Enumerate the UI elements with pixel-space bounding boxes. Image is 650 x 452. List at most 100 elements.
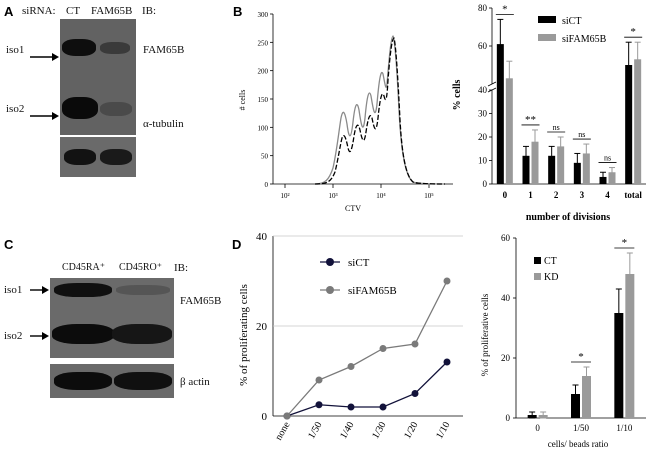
legend-label-sict: siCT [562, 16, 581, 27]
divisions-bar-chart: 0 10 20 30 40 60 80 0 * 1 ** 2 ns 3 ns 4 ns total * % cell… [452, 3, 646, 223]
legend-swatch-sifam65b [538, 34, 556, 41]
ratio-x-label: cells/ beads ratio [548, 439, 609, 449]
line-ytick-label: 40 [256, 231, 268, 243]
div-ytick-label: 30 [478, 109, 488, 119]
flow-ytick-label: 250 [258, 39, 269, 47]
div-significance: * [502, 3, 508, 15]
ratio-bar-CT [614, 313, 624, 418]
line-legend-sict: siCT [348, 257, 370, 269]
panel-b-letter: B [233, 4, 243, 19]
flow-ytick-label: 200 [258, 68, 269, 76]
legend-marker-sict-line [326, 258, 334, 266]
blot-a-tubulin [60, 137, 136, 177]
line-series-siCT [286, 361, 448, 417]
div-significance: ns [553, 123, 560, 132]
iso1-label-c: iso1 [4, 284, 23, 296]
protein-fam65b-c: FAM65B [180, 295, 222, 307]
div-ytick-label: 80 [478, 3, 488, 13]
iso1-label-a: iso1 [6, 44, 25, 56]
protein-fam65b-a: FAM65B [143, 44, 185, 56]
legend-marker-sifam65b-line [326, 286, 334, 294]
ratio-significance: * [622, 237, 628, 249]
ratio-ytick-label: 40 [501, 293, 511, 303]
div-significance: ns [604, 154, 611, 163]
blot-c-main [50, 278, 174, 358]
sirna-label: siRNA: [22, 5, 56, 17]
flow-x-label: CTV [345, 204, 361, 213]
flow-ytick-label: 150 [258, 96, 269, 104]
arrow-iso1-c-icon [30, 286, 49, 294]
lane-cd45ra-label: CD45RA⁺ [62, 262, 106, 273]
divisions-x-label: number of divisions [526, 212, 610, 223]
flow-xtick-label: 10⁵ [424, 192, 434, 200]
ratio-legend: CT KD [534, 256, 558, 283]
ratio-significance: * [578, 351, 584, 363]
div-xtick-label: 1 [528, 190, 533, 200]
lane-fam65b-label: FAM65B [91, 5, 133, 17]
div-xtick-label: 4 [605, 190, 610, 200]
line-xtick-label: 1/40 [338, 420, 356, 441]
panel-d-letter: D [232, 237, 242, 252]
protein-actin-c: β actin [180, 376, 210, 388]
line-y-label: % of proliferating cells [238, 284, 250, 386]
line-legend-sifam65b: siFAM65B [348, 285, 397, 297]
line-point-siFAM65B [443, 277, 451, 285]
flow-y-label: # cells [238, 90, 247, 111]
div-significance: ** [525, 114, 536, 126]
line-xtick-label: 1/10 [434, 420, 452, 441]
div-xtick-label: total [624, 190, 642, 200]
div-ytick-label: 40 [478, 85, 488, 95]
flow-xtick-label: 10⁴ [376, 192, 386, 200]
flow-trace-grey [314, 35, 446, 185]
div-bar-siCT [522, 155, 530, 184]
flow-x-ticks: 10² 10³ 10⁴ 10⁵ [280, 184, 434, 200]
legend-label-sifam65b: siFAM65B [562, 34, 607, 45]
ratio-bar-KD [625, 274, 635, 418]
ratio-plot-area: 0 20 40 60 0 1/50 * 1/10 * [501, 233, 646, 433]
line-series-siFAM65B [286, 280, 448, 417]
iso2-label-c: iso2 [4, 330, 23, 342]
flow-ytick-label: 50 [261, 153, 269, 161]
line-point-siFAM65B [379, 345, 387, 352]
line-xtick-label: 1/50 [306, 420, 324, 441]
divisions-legend: siCT siFAM65B [538, 16, 607, 45]
panel-c-letter: C [4, 237, 14, 252]
line-point-siCT [379, 403, 387, 411]
flow-trace-black [314, 37, 446, 185]
div-bar-siFAM65B [557, 146, 565, 184]
ratio-y-label: % of proliferative cells [480, 293, 490, 376]
legend-label-kd: KD [544, 272, 558, 283]
flow-xtick-label: 10³ [328, 192, 337, 200]
flow-xtick-label: 10² [280, 192, 289, 200]
div-bar-siFAM65B [582, 153, 590, 184]
line-point-siFAM65B [283, 412, 291, 420]
ratio-ytick-label: 60 [501, 233, 511, 243]
line-point-siCT [347, 403, 355, 411]
div-xtick-label: 0 [503, 190, 508, 200]
arrow-iso2-a-icon [30, 112, 59, 120]
line-point-siCT [443, 358, 451, 366]
div-bar-siFAM65B [531, 141, 539, 184]
div-ytick-label: 10 [478, 156, 488, 166]
ratio-xtick-label: 1/10 [616, 423, 633, 433]
div-significance: ns [578, 130, 585, 139]
lane-cd45ro-label: CD45RO⁺ [119, 262, 163, 273]
flow-axes [272, 14, 453, 185]
legend-swatch-ct [534, 257, 541, 264]
div-bar-siFAM65B [505, 78, 513, 184]
protein-tubulin-a: α-tubulin [143, 118, 184, 130]
ratio-xtick-label: 0 [535, 423, 540, 433]
line-ytick-label: 20 [256, 321, 268, 333]
line-xtick-label: none [273, 420, 293, 443]
line-point-siFAM65B [347, 363, 355, 370]
legend-swatch-kd [534, 273, 541, 280]
ratio-ytick-label: 20 [501, 353, 511, 363]
line-point-siCT [411, 390, 419, 397]
line-point-siCT [315, 401, 323, 409]
flow-ytick-label: 300 [258, 11, 269, 19]
line-xtick-label: 1/30 [370, 420, 388, 441]
div-bar-siCT [625, 65, 633, 184]
legend-swatch-sict [538, 16, 556, 23]
